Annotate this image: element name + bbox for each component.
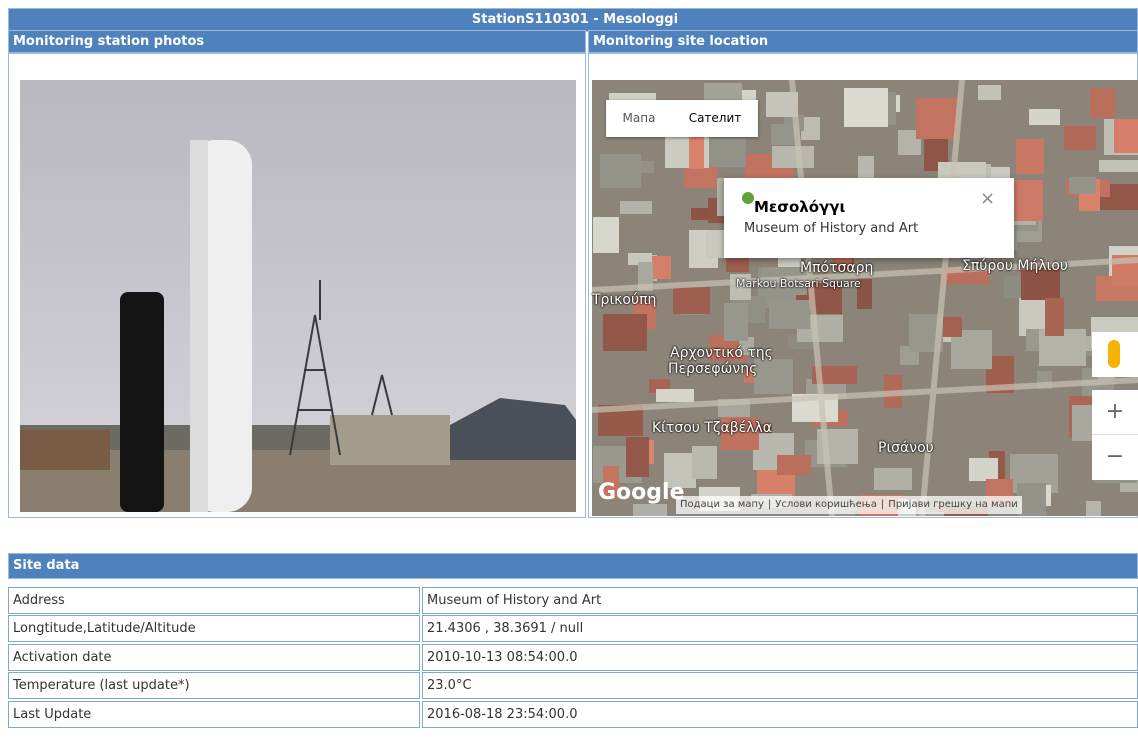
map-building [664, 453, 696, 488]
map-building [915, 512, 944, 516]
row-value: Museum of History and Art [422, 587, 1138, 614]
map-building [844, 88, 888, 127]
map-building [772, 146, 814, 168]
row-label: Longtitude,Latitude/Altitude [8, 615, 420, 642]
map-building [724, 303, 748, 341]
map-building [1011, 180, 1043, 221]
info-window: Μεσολόγγι Museum of History and Art × [724, 178, 1014, 258]
map-building [600, 154, 641, 188]
satellite-button[interactable]: Сателит [688, 111, 742, 125]
map-label: Μπότσαρη [800, 260, 874, 276]
row-value: 2010-10-13 08:54:00.0 [422, 644, 1138, 671]
street-view[interactable] [1092, 332, 1138, 377]
map-building [812, 366, 857, 384]
map-building [684, 167, 717, 188]
map-footer-link[interactable]: Пријави грешку на мапи [888, 499, 1018, 510]
photos-header: Monitoring station photos [8, 30, 586, 54]
map-building [1029, 109, 1060, 125]
separator: | [880, 499, 885, 510]
map-building [713, 146, 745, 158]
row-label: Last Update [8, 701, 420, 728]
map-building [626, 437, 649, 477]
separator: | [767, 499, 772, 510]
map-building [1069, 177, 1096, 194]
photo-cell [8, 52, 586, 518]
map-label: Κίτσου Τζαβέλλα [652, 420, 773, 436]
map-footer: Подаци за мапу | Услови коришћења | Пријави … [676, 496, 1022, 514]
row-label: Activation date [8, 644, 420, 671]
map-label: Σπύρου Μήλιου [962, 258, 1069, 274]
map-building [1114, 119, 1138, 153]
map-footer-link[interactable]: Подаци за мапу [680, 499, 764, 510]
map-building [593, 217, 619, 253]
map-building [633, 504, 667, 516]
map-label: Αρχοντικό της [670, 345, 773, 361]
map-building [1017, 483, 1046, 516]
map-building [771, 124, 800, 145]
popup-text: Museum of History and Art [744, 221, 919, 236]
map-building [1045, 298, 1064, 336]
map-building [1021, 266, 1060, 300]
map-building [777, 455, 811, 475]
row-label: Address [8, 587, 420, 614]
map-label: Περσεφώνης [668, 361, 758, 377]
map-building [692, 446, 717, 479]
map-building [1090, 88, 1115, 118]
map-building [857, 279, 872, 309]
map-label: Markou Botsari Square [736, 277, 861, 290]
close-button[interactable]: × [980, 188, 996, 209]
map-building [739, 337, 754, 355]
station-title: StationS110301 - Mesologgi [8, 8, 1138, 32]
map-building [1086, 501, 1101, 516]
map-building [769, 300, 810, 329]
map-building [978, 85, 1001, 100]
map-building [704, 83, 742, 103]
row-value: 23.0°C [422, 672, 1138, 699]
map-building [1099, 160, 1138, 172]
row-value: 2016-08-18 23:54:00.0 [422, 701, 1138, 728]
map-building [721, 417, 759, 450]
map-building [620, 201, 652, 214]
map-building [603, 314, 647, 351]
map-building [638, 262, 653, 291]
row-value: 21.4306 , 38.3691 / null [422, 615, 1138, 642]
map-building [916, 98, 958, 139]
zoom-out[interactable]: − [1105, 444, 1125, 469]
marker-icon [742, 192, 754, 204]
map-footer-link[interactable]: Услови коришћења [775, 499, 877, 510]
google-logo: Google [598, 480, 685, 505]
map-building [603, 466, 619, 498]
map-type-control: Мапа Сателит [606, 100, 758, 137]
map-label: Τρικούπη [592, 292, 657, 308]
map-button[interactable]: Мапа [622, 111, 656, 125]
zoom-control: + − [1092, 390, 1138, 480]
map-building [1064, 126, 1096, 150]
row-label: Temperature (last update*) [8, 672, 420, 699]
location-header: Monitoring site location [588, 30, 1138, 54]
map-building [898, 130, 921, 155]
map-building [969, 458, 998, 481]
map-building [754, 359, 793, 394]
site-data-header: Site data [8, 553, 1138, 579]
map-building [649, 256, 671, 279]
map-building [689, 134, 704, 169]
station-photo [20, 80, 576, 512]
map-label: Ρισάνου [878, 440, 934, 456]
map-building [673, 287, 710, 314]
map-building [938, 162, 986, 181]
zoom-in[interactable]: + [1092, 390, 1138, 435]
map-building [1016, 139, 1044, 174]
map-building [801, 117, 820, 140]
map-building [656, 389, 694, 402]
map-building [874, 468, 912, 490]
popup-title: Μεσολόγγι [754, 198, 846, 216]
map[interactable] [592, 80, 1138, 516]
